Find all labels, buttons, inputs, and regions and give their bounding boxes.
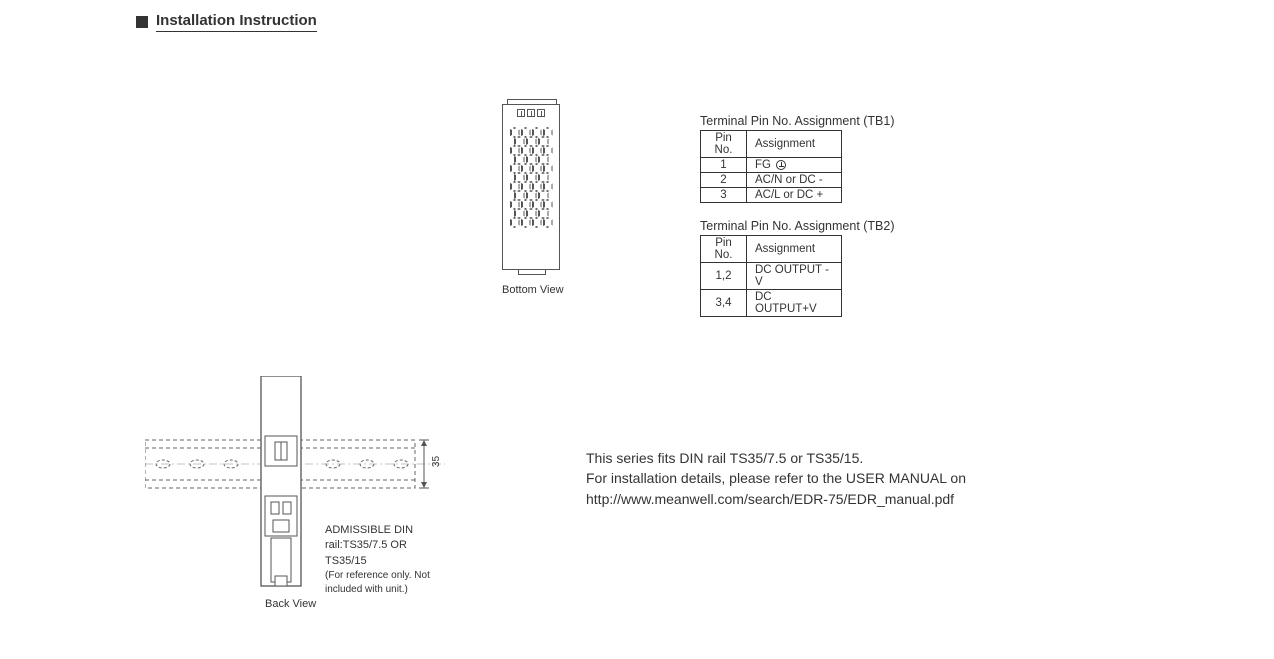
terminal-screws	[517, 109, 545, 117]
screw-icon	[537, 109, 545, 117]
device-bottom-tab	[518, 269, 546, 275]
table-row: 1,2 DC OUTPUT -V	[701, 263, 842, 290]
back-view-caption: Back View	[265, 598, 316, 610]
assign-text: FG	[755, 159, 771, 171]
assign-cell: AC/L or DC +	[747, 188, 842, 203]
ground-icon	[776, 160, 786, 170]
screw-icon	[517, 109, 525, 117]
back-view-diagram: 35 ADMISSIBLE DIN rail:TS35/7.5 OR TS35/…	[145, 376, 445, 616]
din-rail-text: ADMISSIBLE DIN rail:TS35/7.5 OR TS35/15	[325, 523, 445, 569]
tb1-table: Pin No. Assignment 1 FG 2 AC/N or DC - 3…	[700, 130, 842, 203]
pin-cell: 3,4	[701, 290, 747, 317]
pin-cell: 3	[701, 188, 747, 203]
bottom-view-diagram: Bottom View	[502, 104, 564, 296]
device-top-tab	[507, 99, 557, 105]
assign-cell: AC/N or DC -	[747, 173, 842, 188]
tb2-table: Pin No. Assignment 1,2 DC OUTPUT -V 3,4 …	[700, 235, 842, 317]
table-header-row: Pin No. Assignment	[701, 236, 842, 263]
paragraph-link: http://www.meanwell.com/search/EDR-75/ED…	[586, 489, 966, 509]
tb1-title: Terminal Pin No. Assignment (TB1)	[700, 114, 895, 128]
col-header-pin: Pin No.	[701, 131, 747, 158]
assign-cell: DC OUTPUT+V	[747, 290, 842, 317]
din-rail-subtext: (For reference only. Not included with u…	[325, 569, 445, 597]
install-paragraph: This series fits DIN rail TS35/7.5 or TS…	[586, 448, 966, 509]
table-header-row: Pin No. Assignment	[701, 131, 842, 158]
table-row: 2 AC/N or DC -	[701, 173, 842, 188]
assign-cell: DC OUTPUT -V	[747, 263, 842, 290]
bottom-device-outline	[502, 104, 560, 270]
dimension-35: 35	[431, 456, 442, 467]
col-header-assign: Assignment	[747, 236, 842, 263]
screw-icon	[527, 109, 535, 117]
pin-cell: 1	[701, 158, 747, 173]
table-row: 1 FG	[701, 158, 842, 173]
section-marker	[136, 16, 148, 28]
table-row: 3 AC/L or DC +	[701, 188, 842, 203]
table-row: 3,4 DC OUTPUT+V	[701, 290, 842, 317]
din-rail-label: ADMISSIBLE DIN rail:TS35/7.5 OR TS35/15 …	[325, 523, 445, 597]
paragraph-line: This series fits DIN rail TS35/7.5 or TS…	[586, 448, 966, 468]
pin-cell: 1,2	[701, 263, 747, 290]
pin-cell: 2	[701, 173, 747, 188]
tb2-title: Terminal Pin No. Assignment (TB2)	[700, 219, 895, 233]
assign-cell: FG	[747, 158, 842, 173]
vent-grid	[509, 127, 553, 247]
col-header-pin: Pin No.	[701, 236, 747, 263]
bottom-view-caption: Bottom View	[502, 284, 564, 296]
col-header-assign: Assignment	[747, 131, 842, 158]
section-title: Installation Instruction	[156, 12, 317, 32]
paragraph-line: For installation details, please refer t…	[586, 468, 966, 488]
section-header: Installation Instruction	[136, 12, 317, 32]
pin-tables: Terminal Pin No. Assignment (TB1) Pin No…	[700, 114, 895, 333]
